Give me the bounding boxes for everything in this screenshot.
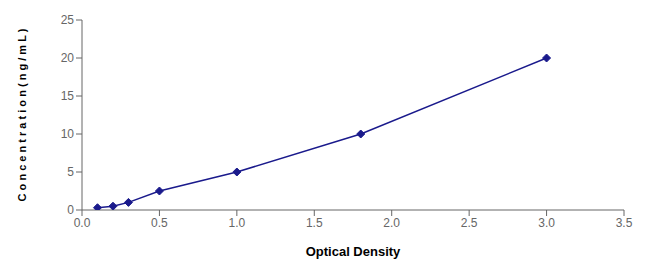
svg-text:10: 10 xyxy=(61,127,75,141)
svg-text:3.0: 3.0 xyxy=(538,216,555,230)
svg-text:15: 15 xyxy=(61,89,75,103)
svg-text:5: 5 xyxy=(67,165,74,179)
svg-text:Optical Density: Optical Density xyxy=(306,244,401,259)
svg-text:0: 0 xyxy=(67,203,74,217)
svg-text:3.5: 3.5 xyxy=(616,216,633,230)
svg-text:25: 25 xyxy=(61,13,75,27)
svg-text:0.5: 0.5 xyxy=(151,216,168,230)
svg-text:2.0: 2.0 xyxy=(383,216,400,230)
svg-text:0.0: 0.0 xyxy=(74,216,91,230)
svg-text:1.0: 1.0 xyxy=(229,216,246,230)
svg-text:1.5: 1.5 xyxy=(306,216,323,230)
svg-text:20: 20 xyxy=(61,51,75,65)
svg-text:C o n c e n t r a t i o n ( n: C o n c e n t r a t i o n ( n g / m L ) xyxy=(16,28,28,201)
svg-text:2.5: 2.5 xyxy=(461,216,478,230)
